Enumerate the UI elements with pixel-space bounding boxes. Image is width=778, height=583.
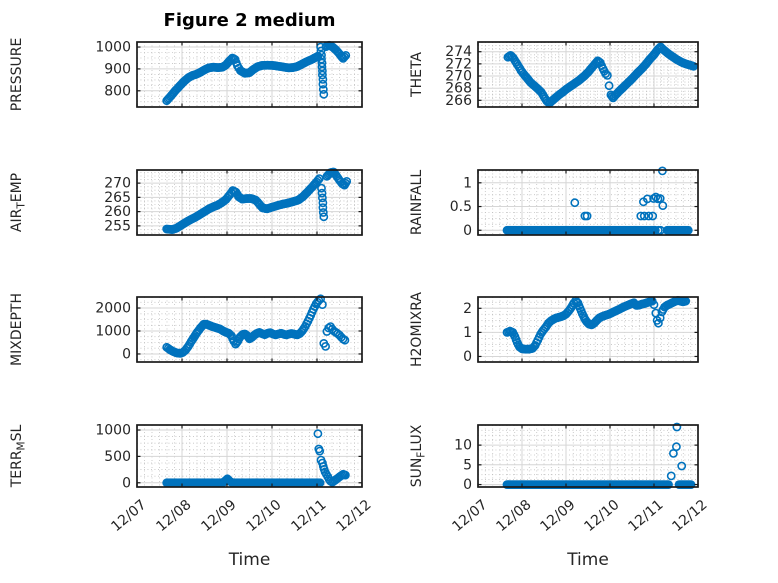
x-tick-label: 12/07 xyxy=(449,497,490,535)
y-tick-label: 255 xyxy=(104,218,131,234)
minor-grid xyxy=(478,170,698,235)
y-axis-label-mixdepth: MIXDEPTH xyxy=(9,293,25,366)
y-axis-label-rainfall: RAINFALL xyxy=(409,170,425,235)
series-sun_flux xyxy=(502,422,696,489)
minor-grid xyxy=(478,424,698,487)
tick-marks xyxy=(477,170,699,235)
tick-marks xyxy=(477,297,699,362)
y-tick-label: 800 xyxy=(104,83,131,99)
x-axis-label-left: Time xyxy=(228,550,271,570)
x-tick-label: 12/07 xyxy=(108,497,149,535)
y-tick-label: 0 xyxy=(122,475,131,491)
plot-frame xyxy=(477,424,699,488)
minor-grid xyxy=(137,170,362,235)
x-axis-label-right: Time xyxy=(567,550,609,570)
y-tick-label: 0 xyxy=(122,347,131,363)
y-tick-label: 2000 xyxy=(95,301,131,317)
y-axis-label-sun_flux: SUNFLUX xyxy=(409,424,428,487)
subplot-sun_flux: 0 5 10 12/07 12/08 12/09 12/10 12/11 12/12 SUNFLU… xyxy=(409,422,711,535)
major-grid xyxy=(137,425,362,487)
x-tick-label: 12/11 xyxy=(625,497,666,535)
y-axis-label-theta: THETA xyxy=(409,52,425,98)
plot-frame xyxy=(136,41,363,108)
y-tick-label: 265 xyxy=(104,190,131,206)
y-axis-label-terr_msl: TERRMSL xyxy=(9,424,28,488)
tick-marks xyxy=(136,297,363,362)
y-axis-label-air_temp: AIRTEMP xyxy=(9,173,28,232)
y-tick-label: 500 xyxy=(104,449,131,465)
series-terr_msl xyxy=(162,429,350,488)
tick-marks xyxy=(477,425,699,487)
tick-marks xyxy=(477,42,699,107)
x-tick-label: 12/11 xyxy=(288,497,329,535)
x-tick-label: 12/12 xyxy=(333,497,374,535)
tick-marks xyxy=(136,170,363,235)
x-tick-label: 12/08 xyxy=(493,497,534,535)
y-tick-label: 270 xyxy=(445,69,472,85)
plot-frame xyxy=(477,296,699,363)
subplot-terr_msl: 0 500 1000 12/07 12/08 12/09 12/10 12/11 12/12 TE… xyxy=(9,423,375,536)
figure-title: Figure 2 medium xyxy=(163,10,336,31)
y-tick-label: 272 xyxy=(445,56,472,72)
x-tick-label: 12/10 xyxy=(581,497,622,535)
subplot-mixdepth: 0 1000 2000 MIXDEPTH xyxy=(9,293,363,366)
plot-frame xyxy=(477,169,699,236)
y-tick-label: 1 xyxy=(463,175,472,191)
y-tick-label: 900 xyxy=(104,61,131,77)
y-tick-label: 10 xyxy=(454,438,472,454)
plot-frame xyxy=(136,169,363,236)
series-theta xyxy=(503,42,698,108)
y-axis-label-h2omixra: H2OMIXRA xyxy=(409,292,425,367)
y-tick-label: 2 xyxy=(463,301,472,317)
y-tick-label: 266 xyxy=(445,93,472,109)
x-tick-label: 12/09 xyxy=(198,497,239,535)
y-tick-label: 0 xyxy=(463,223,472,239)
x-tick-label: 12/10 xyxy=(243,497,284,535)
y-tick-label: 1000 xyxy=(95,40,131,56)
y-tick-label: 0 xyxy=(463,349,472,365)
tick-marks xyxy=(136,425,363,487)
tick-marks xyxy=(136,42,363,107)
y-tick-label: 270 xyxy=(104,176,131,192)
y-tick-label: 5 xyxy=(463,457,472,473)
y-tick-label: 1000 xyxy=(95,324,131,340)
x-tick-label: 12/08 xyxy=(153,497,194,535)
x-tick-label: 12/12 xyxy=(669,497,710,535)
series-mixdepth xyxy=(162,294,350,358)
plot-frame xyxy=(477,41,699,108)
series-air_temp xyxy=(162,167,352,234)
y-tick-label: 268 xyxy=(445,81,472,97)
y-axis-label-pressure: PRESSURE xyxy=(9,38,25,112)
y-tick-label: 0.5 xyxy=(450,199,472,215)
series-rainfall xyxy=(502,166,693,235)
y-tick-label: 274 xyxy=(445,44,472,60)
y-tick-label: 1000 xyxy=(95,423,131,439)
subplot-pressure: 800 900 1000 PRESSURE xyxy=(9,38,363,112)
y-tick-label: 1 xyxy=(463,325,472,341)
y-tick-label: 0 xyxy=(463,477,472,493)
series-pressure xyxy=(162,40,351,106)
plot-frame xyxy=(136,296,363,363)
subplot-h2omixra: 0 1 2 H2OMIXRA xyxy=(409,292,699,367)
y-tick-label: 260 xyxy=(104,204,131,220)
subplot-rainfall: 0 0.5 1 RAINFALL xyxy=(409,166,699,239)
series-h2omixra xyxy=(502,295,691,354)
x-tick-label: 12/09 xyxy=(537,497,578,535)
minor-grid xyxy=(137,425,362,487)
